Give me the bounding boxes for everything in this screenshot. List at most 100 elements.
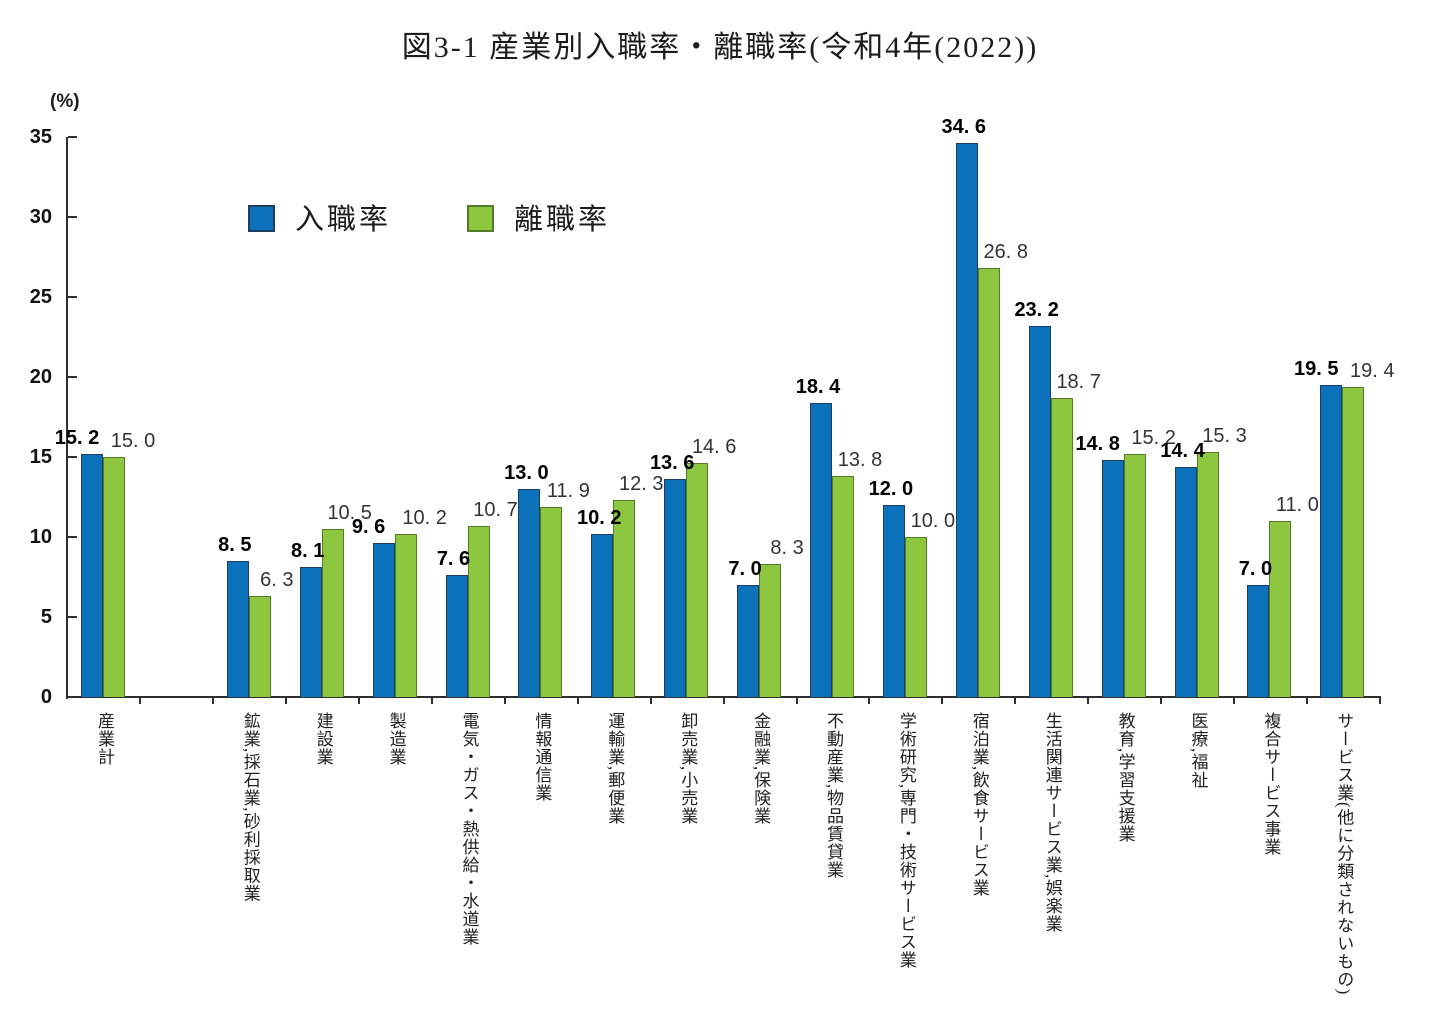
separation-rate-bar xyxy=(248,596,271,697)
entry-rate-bar xyxy=(81,453,103,697)
x-axis-category-label: 情報通信業 xyxy=(532,712,552,802)
x-axis-category-label: 不動産業,物品賃貸業 xyxy=(824,712,843,880)
entry-rate-swatch-icon xyxy=(248,204,275,232)
y-axis-tick-label: 0 xyxy=(40,686,52,708)
x-axis-tick xyxy=(868,697,871,704)
entry-rate-bar xyxy=(445,575,468,697)
y-axis-tick xyxy=(68,136,77,138)
entry-rate-value-label: 19. 5 xyxy=(1294,358,1339,380)
x-axis-tick xyxy=(1232,697,1235,704)
y-axis-tick-label: 20 xyxy=(29,366,52,388)
separation-rate-bar xyxy=(321,529,344,697)
y-axis-unit-label: (%) xyxy=(50,91,80,112)
entry-rate-value-label: 7. 0 xyxy=(1238,558,1273,580)
x-axis-tick xyxy=(1305,697,1308,704)
separation-rate-bar xyxy=(1123,453,1146,697)
separation-rate-bar xyxy=(759,564,782,697)
y-axis-tick xyxy=(68,216,77,218)
legend-entry-rate: 入職率 xyxy=(248,201,391,236)
entry-rate-bar xyxy=(372,543,395,697)
x-axis-category-label: 電気・ガス・熱供給・水道業 xyxy=(459,712,479,946)
entry-rate-bar xyxy=(226,561,249,697)
entry-rate-bar xyxy=(1320,385,1343,697)
x-axis-category-label: 金融業,保険業 xyxy=(751,712,771,826)
entry-rate-value-label: 13. 0 xyxy=(504,462,549,484)
x-axis-category-label: 複合サービス事業 xyxy=(1261,712,1281,856)
entry-rate-value-label: 18. 4 xyxy=(795,375,841,398)
x-axis-tick xyxy=(358,697,361,704)
separation-rate-value-label: 12. 3 xyxy=(619,473,664,496)
separation-rate-bar xyxy=(394,533,417,697)
entry-rate-value-label: 15. 2 xyxy=(54,426,100,449)
legend-entry-rate-label: 入職率 xyxy=(295,203,392,236)
separation-rate-bar xyxy=(977,268,1000,697)
x-axis-tick xyxy=(212,697,215,704)
x-axis-tick xyxy=(1378,697,1381,704)
entry-rate-value-label: 7. 0 xyxy=(728,558,762,580)
separation-rate-value-label: 10. 7 xyxy=(473,498,518,521)
entry-rate-bar xyxy=(299,567,322,697)
entry-rate-value-label: 7. 6 xyxy=(436,548,471,571)
entry-rate-value-label: 23. 2 xyxy=(1014,298,1059,321)
entry-rate-bar xyxy=(518,489,541,697)
entry-rate-bar xyxy=(737,585,760,697)
entry-rate-bar xyxy=(1247,585,1270,697)
x-axis-tick xyxy=(941,697,944,704)
separation-rate-value-label: 14. 6 xyxy=(691,436,737,459)
separation-rate-value-label: 11. 0 xyxy=(1275,494,1319,516)
separation-rate-value-label: 10. 2 xyxy=(402,506,447,529)
y-axis-tick-label: 30 xyxy=(29,206,52,228)
x-axis-tick xyxy=(1014,697,1017,704)
entry-rate-bar xyxy=(955,143,978,697)
entry-rate-value-label: 8. 1 xyxy=(291,540,325,563)
y-axis-tick-label: 5 xyxy=(40,606,52,628)
entry-rate-value-label: 12. 0 xyxy=(868,478,914,500)
x-axis-category-label: 宿泊業,飲食サービス業 xyxy=(969,712,989,898)
separation-rate-value-label: 15. 2 xyxy=(1131,426,1176,449)
separation-rate-bar xyxy=(1269,521,1292,697)
x-axis-category-label: 産業計 xyxy=(95,712,114,766)
separation-rate-value-label: 15. 0 xyxy=(110,430,156,452)
x-axis-category-label: サービス業(他に分類されないもの) xyxy=(1334,712,1354,996)
entry-rate-value-label: 14. 4 xyxy=(1160,439,1205,462)
x-axis-category-label: 鉱業,採石業,砂利採取業 xyxy=(240,712,260,903)
separation-rate-bar xyxy=(613,500,636,697)
entry-rate-value-label: 9. 6 xyxy=(351,516,386,539)
separation-rate-value-label: 26. 8 xyxy=(983,241,1029,264)
separation-rate-bar xyxy=(904,537,927,697)
entry-rate-bar xyxy=(1028,325,1051,697)
entry-rate-bar xyxy=(882,505,905,697)
separation-rate-bar xyxy=(686,463,709,697)
x-axis-tick xyxy=(139,697,142,704)
separation-rate-bar xyxy=(103,457,125,697)
legend-separation-rate-label: 離職率 xyxy=(514,203,611,236)
entry-rate-bar xyxy=(810,402,832,697)
entry-rate-bar xyxy=(664,479,687,697)
y-axis-tick xyxy=(68,296,77,298)
separation-rate-bar xyxy=(540,506,563,697)
x-axis-tick xyxy=(1160,697,1163,704)
entry-rate-bar xyxy=(1174,466,1197,697)
y-axis-tick-label: 25 xyxy=(29,286,52,308)
entry-rate-value-label: 14. 8 xyxy=(1075,433,1120,456)
x-axis-category-label: 生活関連サービス業,娯楽業 xyxy=(1042,712,1062,934)
separation-rate-value-label: 8. 3 xyxy=(770,537,804,560)
separation-rate-value-label: 19. 4 xyxy=(1350,359,1395,382)
separation-rate-value-label: 13. 8 xyxy=(837,449,883,472)
y-axis-tick-label: 10 xyxy=(29,526,52,548)
y-axis-tick-label: 15 xyxy=(29,446,52,468)
separation-rate-value-label: 6. 3 xyxy=(260,569,294,592)
x-axis-tick xyxy=(722,697,725,704)
x-axis-tick xyxy=(795,697,798,704)
separation-rate-bar xyxy=(1050,397,1073,697)
entry-rate-value-label: 10. 2 xyxy=(577,506,622,529)
separation-rate-bar xyxy=(1342,386,1365,697)
separation-rate-bar xyxy=(1196,452,1219,697)
x-axis-category-label: 建設業 xyxy=(313,712,333,766)
x-axis-category-label: 運輸業,郵便業 xyxy=(605,712,625,826)
x-axis-tick xyxy=(285,697,288,704)
y-axis-tick xyxy=(68,536,77,538)
x-axis-tick xyxy=(431,697,434,704)
